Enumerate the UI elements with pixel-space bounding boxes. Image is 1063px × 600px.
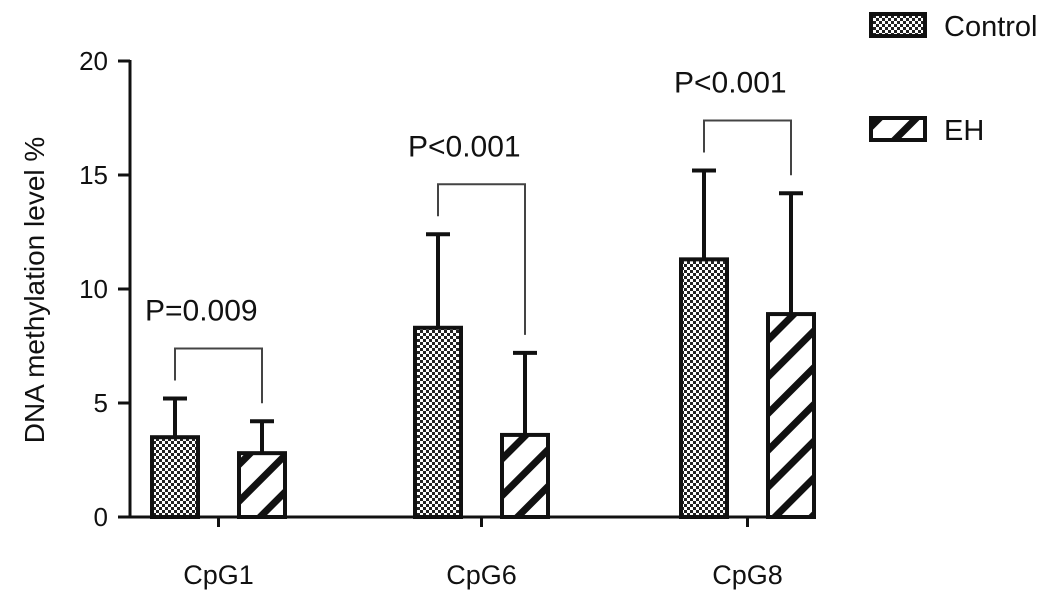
y-tick-label: 20 bbox=[79, 46, 108, 76]
p-value-annotation: P<0.001 bbox=[408, 130, 521, 163]
y-tick-label: 10 bbox=[79, 274, 108, 304]
x-tick-label: CpG8 bbox=[712, 560, 783, 590]
p-value-annotation: P=0.009 bbox=[145, 294, 258, 327]
bar-eh-cpg6 bbox=[500, 432, 550, 520]
significance-bracket bbox=[703, 119, 792, 176]
bar-control-cpg8 bbox=[679, 257, 729, 519]
significance-bracket bbox=[437, 183, 526, 335]
x-tick-label: CpG6 bbox=[446, 560, 517, 590]
y-tick-label: 0 bbox=[94, 502, 108, 532]
x-tick-label: CpG1 bbox=[183, 560, 254, 590]
y-axis-label: DNA methylation level % bbox=[19, 137, 50, 444]
bar-control-cpg6 bbox=[413, 325, 463, 520]
legend-swatch-control bbox=[869, 12, 927, 38]
bar-control-cpg1 bbox=[150, 435, 200, 520]
y-tick-label: 5 bbox=[94, 388, 108, 418]
y-tick-label: 15 bbox=[79, 160, 108, 190]
bar-eh-cpg1 bbox=[237, 451, 287, 520]
bar-eh-cpg8 bbox=[766, 312, 816, 519]
legend: Control EH bbox=[869, 11, 1038, 147]
legend-swatch-eh bbox=[869, 116, 927, 142]
plot-area: 0 5 10 15 20 CpG1 P=0.009 CpG6 P<0.001 CpG8 P<0.00… bbox=[79, 46, 816, 590]
legend-label-eh: EH bbox=[944, 115, 984, 147]
significance-bracket bbox=[174, 347, 263, 404]
legend-label-control: Control bbox=[944, 11, 1038, 43]
p-value-annotation: P<0.001 bbox=[674, 66, 787, 99]
